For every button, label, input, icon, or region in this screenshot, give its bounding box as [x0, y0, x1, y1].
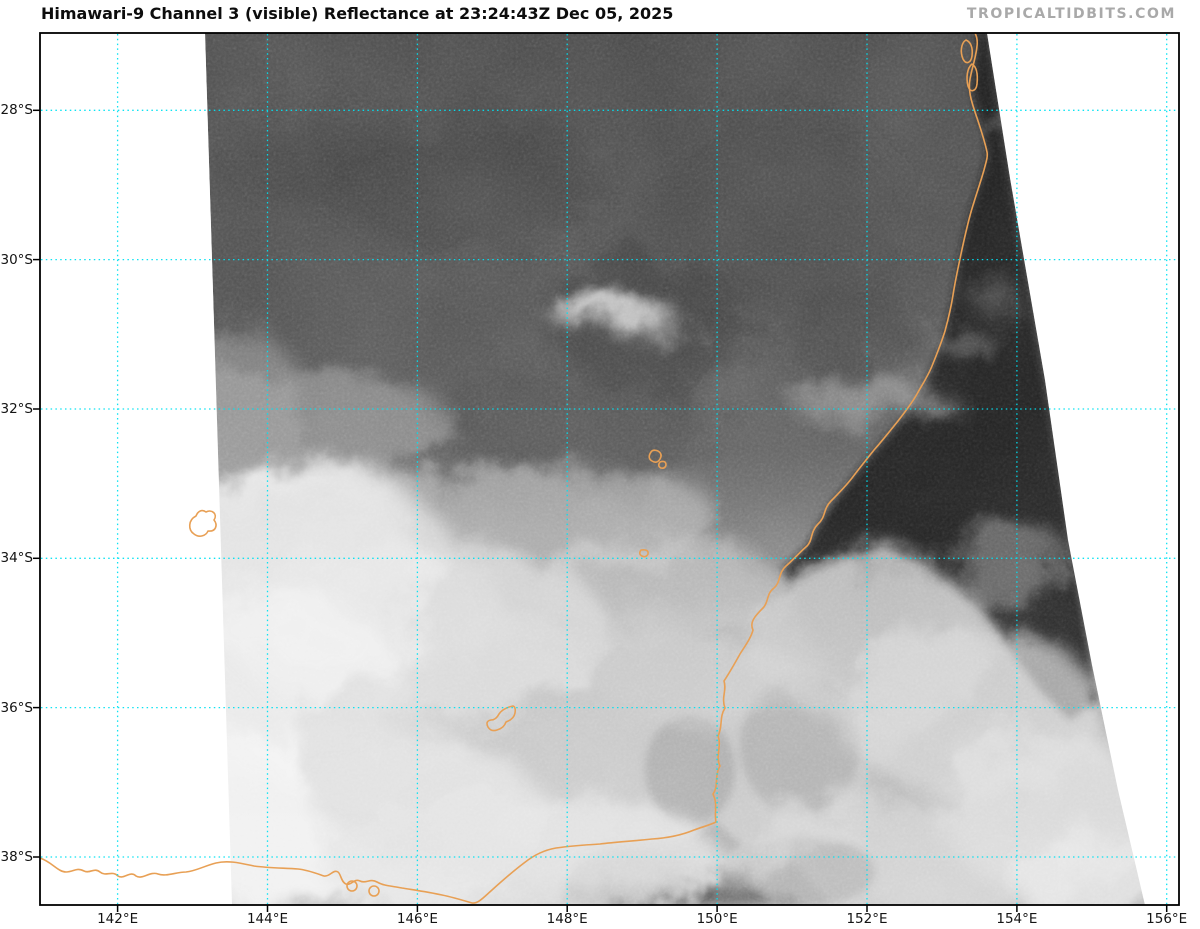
lake-outline-west — [188, 509, 217, 537]
lon-tick-label-150e: 150°E — [696, 911, 738, 927]
lat-tick-label-38s: 38°S — [0, 849, 34, 865]
lon-tick-label-152e: 152°E — [846, 911, 888, 927]
coastline-overlay — [39, 32, 989, 904]
lake-outline-central-2 — [638, 549, 649, 558]
lon-tick-label-156e: 156°E — [1146, 911, 1188, 927]
lon-tick-label-154e: 154°E — [996, 911, 1038, 927]
swath-grain-texture — [205, 33, 1145, 905]
lake-outline-central-1 — [648, 449, 667, 469]
lake-outline-south — [486, 705, 517, 732]
coastline-mainland — [39, 32, 989, 904]
axis-ticks — [33, 109, 1168, 912]
lat-tick-label-32s: 32°S — [0, 401, 34, 417]
coastline-island-1 — [960, 39, 974, 64]
tropicaltidbits-watermark: TROPICALTIDBITS.COM — [966, 6, 1176, 22]
plot-frame — [39, 32, 1180, 906]
plot-title: Himawari-9 Channel 3 (visible) Reflectan… — [41, 4, 674, 23]
coastline-island-2 — [966, 63, 979, 92]
lat-tick-label-28s: 28°S — [0, 102, 34, 119]
lon-tick-label-144e: 144°E — [246, 911, 289, 927]
lake-outline-bay-1 — [346, 880, 358, 892]
lon-tick-label-146e: 146°E — [396, 911, 438, 927]
lon-tick-label-142e: 142°E — [97, 911, 139, 927]
lon-tick-label-148e: 148°E — [546, 911, 588, 927]
lake-outline-bay-2 — [368, 885, 380, 897]
lat-tick-label-36s: 36°S — [0, 699, 34, 716]
satellite-swath-image — [205, 33, 1145, 905]
lat-tick-label-34s: 34°S — [0, 550, 34, 567]
grid-lines — [41, 34, 1178, 904]
lat-tick-label-30s: 30°S — [0, 251, 34, 268]
